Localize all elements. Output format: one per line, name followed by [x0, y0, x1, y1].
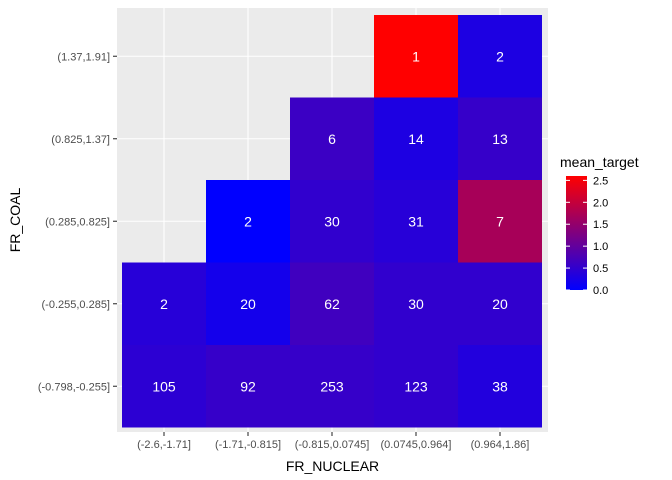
color-legend: mean_target 2.5 2.0 1.5 1.0 0.5 0.0 [560, 154, 639, 297]
legend-tick-label: 2.5 [593, 175, 608, 187]
heatmap-cell [374, 97, 458, 180]
heatmap-cell [374, 262, 458, 345]
x-tick-label: (0.964,1.86] [471, 439, 530, 451]
cell-labels: 105 92 253 123 382 20 62 30 202 30 31 76 14 131 2 [152, 48, 508, 394]
heatmap-cell [374, 15, 458, 98]
heatmap-cell [458, 180, 542, 263]
x-axis: (-2.6,-1.71] (-1.71,-0.815] (-0.815,0.0745… [137, 432, 529, 451]
legend-tick-label: 0.5 [593, 263, 608, 275]
x-tick-label: (-1.71,-0.815] [215, 439, 281, 451]
cell-count-label: 2 [160, 296, 168, 312]
legend-colorbar [566, 176, 587, 290]
cell-count-label: 38 [492, 378, 508, 394]
heatmap-cell [290, 262, 374, 345]
y-axis-title: FR_COAL [7, 188, 23, 253]
cell-count-label: 105 [152, 378, 176, 394]
heatmap-cell [458, 345, 542, 428]
heatmap-cell [374, 345, 458, 428]
heatmap-cell [374, 180, 458, 263]
y-tick-label: (1.37,1.91] [57, 51, 110, 63]
legend-tick-label: 0.0 [593, 285, 608, 297]
cell-count-label: 20 [240, 296, 256, 312]
y-tick-label: (-0.798,-0.255] [38, 381, 110, 393]
heatmap-cell [206, 345, 290, 428]
legend-tick-label: 2.0 [593, 197, 608, 209]
heatmap-cell [458, 262, 542, 345]
legend-tick-label: 1.0 [593, 241, 608, 253]
cell-count-label: 30 [324, 213, 340, 229]
heatmap-cell [290, 97, 374, 180]
cell-count-label: 31 [408, 213, 424, 229]
heatmap-cell [290, 345, 374, 428]
cell-count-label: 123 [404, 378, 428, 394]
y-tick-label: (0.285,0.825] [45, 216, 110, 228]
x-tick-label: (0.0745,0.964] [381, 439, 452, 451]
cell-count-label: 2 [244, 213, 252, 229]
heatmap-cell [206, 262, 290, 345]
cell-count-label: 7 [496, 213, 504, 229]
cell-count-label: 30 [408, 296, 424, 312]
heatmap-cell [122, 345, 206, 428]
cell-count-label: 6 [328, 131, 336, 147]
cell-count-label: 2 [496, 48, 504, 64]
legend-tick-label: 1.5 [593, 219, 608, 231]
legend-title: mean_target [560, 154, 639, 170]
x-axis-title: FR_NUCLEAR [286, 458, 379, 474]
heatmap-cell [206, 180, 290, 263]
cell-count-label: 13 [492, 131, 508, 147]
cell-count-label: 14 [408, 131, 424, 147]
heatmap-cell [458, 97, 542, 180]
y-tick-label: (0.825,1.37] [51, 134, 110, 146]
heatmap-cell [122, 262, 206, 345]
y-axis: (-0.798,-0.255] (-0.255,0.285] (0.285,0.82… [38, 51, 117, 393]
x-tick-label: (-2.6,-1.71] [137, 439, 191, 451]
cell-count-label: 1 [412, 48, 420, 64]
heatmap-cells [122, 15, 542, 428]
cell-count-label: 62 [324, 296, 340, 312]
cell-count-label: 20 [492, 296, 508, 312]
cell-count-label: 92 [240, 378, 256, 394]
cell-count-label: 253 [320, 378, 344, 394]
x-tick-label: (-0.815,0.0745] [295, 439, 370, 451]
y-tick-label: (-0.255,0.285] [42, 299, 111, 311]
heatmap-cell [458, 15, 542, 98]
heatmap-cell [290, 180, 374, 263]
